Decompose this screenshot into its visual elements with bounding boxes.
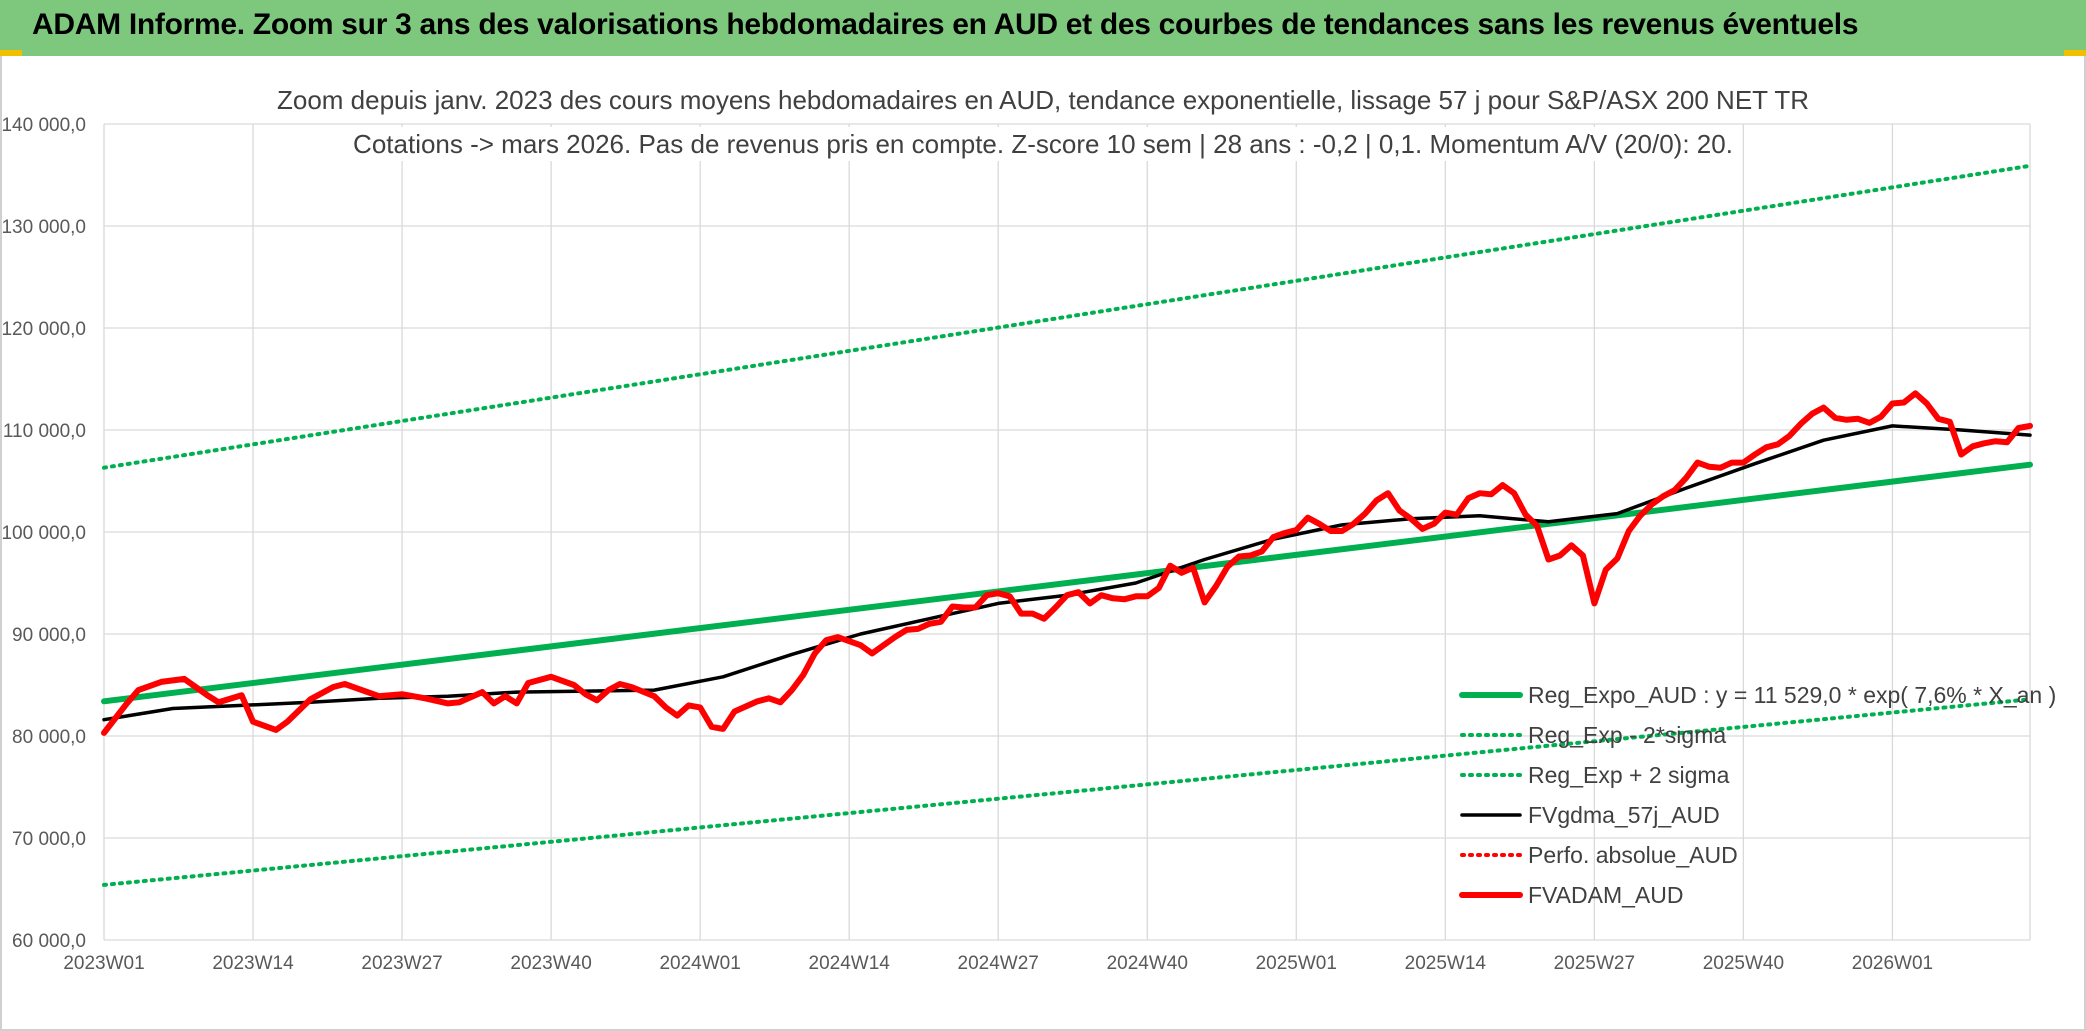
legend-label: FVgdma_57j_AUD [1528,802,1720,828]
series-line-5 [101,390,2033,736]
series-line-0 [101,461,2033,705]
series-line-3 [102,424,2032,722]
legend-label: Reg_Exp + 2 sigma [1528,762,1730,788]
banner-title: ADAM Informe. Zoom sur 3 ans des valoris… [32,8,1859,41]
chart-title-bg [347,127,1739,161]
x-tick-label: 2026W01 [1852,953,1933,974]
y-tick-label: 60 000,0 [12,931,86,952]
chart-titles: Zoom depuis janv. 2023 des cours moyens … [270,83,1816,161]
chart-title-bg [270,83,1816,117]
x-tick-label: 2025W27 [1554,953,1635,974]
x-tick-label: 2024W01 [659,953,740,974]
chart-title-line-2: Cotations -> mars 2026. Pas de revenus p… [353,129,1733,159]
banner-accent-right [2064,50,2086,56]
y-tick-label: 140 000,0 [1,115,86,136]
y-tick-label: 100 000,0 [1,523,86,544]
y-tick-label: 120 000,0 [1,319,86,340]
x-tick-label: 2023W40 [510,953,591,974]
y-axis-ticks: 60 000,0 70 000,0 80 000,0 90 000,0 100 000,… [1,115,86,952]
x-tick-label: 2024W27 [958,953,1039,974]
chart-title-line-1: Zoom depuis janv. 2023 des cours moyens … [277,85,1809,115]
x-tick-label: 2023W14 [212,953,294,974]
series-line-2 [102,163,2032,470]
x-tick-label: 2023W27 [361,953,442,974]
legend-label: Perfo. absolue_AUD [1528,842,1738,868]
banner: ADAM Informe. Zoom sur 3 ans des valoris… [0,0,2086,56]
legend: Reg_Expo_AUD : y = 11 529,0 * exp( 7,6% … [1459,682,2056,908]
y-tick-label: 80 000,0 [12,727,86,748]
y-tick-label: 70 000,0 [12,829,86,850]
x-axis-ticks: 2023W01 2023W14 2023W27 2023W40 2024W01 2024W… [63,953,1933,974]
x-tick-label: 2025W01 [1256,953,1337,974]
y-tick-label: 130 000,0 [1,217,86,238]
legend-label: Reg_Exp - 2*sigma [1528,722,1726,748]
x-tick-label: 2025W14 [1405,953,1487,974]
chart-grid [103,123,2031,941]
x-tick-label: 2024W40 [1107,953,1188,974]
x-tick-label: 2024W14 [809,953,891,974]
x-tick-label: 2023W01 [63,953,144,974]
legend-label: FVADAM_AUD [1528,882,1684,908]
banner-accent-left [0,50,22,56]
legend-label: Reg_Expo_AUD : y = 11 529,0 * exp( 7,6% … [1528,682,2056,708]
series-line-1 [102,697,2032,887]
y-tick-label: 90 000,0 [12,625,86,646]
x-tick-label: 2025W40 [1703,953,1784,974]
y-tick-label: 110 000,0 [3,421,86,442]
series-layer [101,163,2033,887]
